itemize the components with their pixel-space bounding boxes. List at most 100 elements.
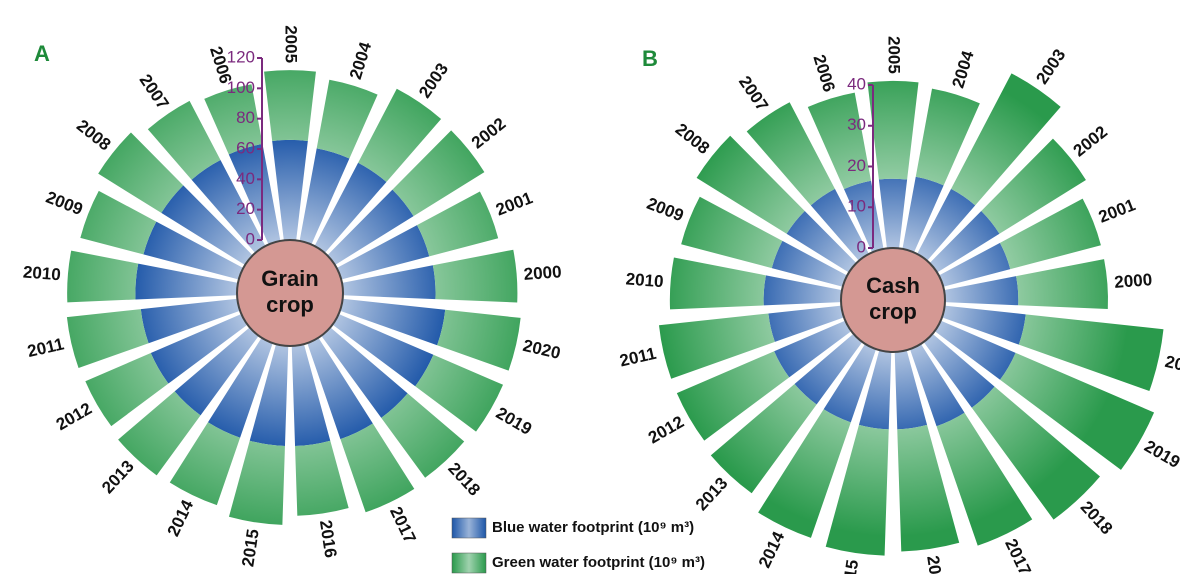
category-label: 2004 [346, 39, 375, 81]
category-label: 2002 [468, 114, 509, 152]
blue-bar [810, 188, 869, 261]
category-label: 2011 [618, 344, 658, 371]
blue-bar [272, 139, 308, 241]
green-bar [807, 92, 871, 190]
category-label: 2019 [493, 403, 535, 438]
category-label: 2017 [1001, 536, 1035, 574]
blue-bar [342, 265, 436, 300]
green-bar [98, 132, 184, 213]
category-label: 2013 [98, 457, 138, 498]
green-bar [676, 351, 790, 441]
category-label: 2000 [1114, 270, 1153, 292]
blue-bar [336, 225, 430, 280]
blue-bar [794, 333, 863, 405]
category-label: 2015 [838, 558, 862, 574]
category-label: 2009 [43, 188, 85, 220]
green-bar [85, 352, 169, 427]
blue-bar [291, 344, 331, 447]
green-bar [981, 138, 1086, 234]
y-tick-label: 40 [236, 169, 255, 188]
category-label: 2008 [672, 120, 713, 158]
category-label: 2007 [735, 73, 772, 115]
panel-label: B [642, 46, 658, 71]
y-tick-label: 100 [227, 78, 255, 97]
category-label: 2008 [73, 116, 114, 154]
green-bar [915, 88, 980, 186]
y-tick-label: 120 [227, 47, 255, 66]
panel-label: A [34, 41, 50, 66]
blue-bar [339, 298, 446, 346]
green-bar [658, 313, 775, 379]
blue-bar [332, 313, 434, 387]
green-bar [696, 135, 805, 234]
center-label: Grain [261, 266, 318, 291]
category-label: 2018 [1077, 497, 1117, 538]
green-bar [710, 383, 817, 494]
blue-bar [249, 344, 289, 447]
legend-swatch [451, 517, 487, 539]
green-bar [432, 249, 518, 303]
green-bar [340, 423, 415, 513]
blue-bar [763, 275, 842, 306]
blue-bar [321, 327, 408, 418]
blue-bar [143, 221, 244, 280]
green-bar [951, 73, 1061, 206]
green-bar [316, 79, 378, 159]
category-label: 2007 [136, 71, 173, 113]
green-bar [746, 102, 835, 206]
blue-bar [135, 263, 238, 300]
blue-bar [327, 189, 414, 266]
category-label: 2010 [625, 269, 664, 291]
green-bar [681, 196, 783, 269]
category-label: 2004 [948, 48, 977, 90]
legend-label: Green water footprint (10⁹ m³) [492, 554, 705, 571]
y-tick-label: 0 [857, 237, 866, 256]
category-label: 2005 [282, 25, 301, 63]
green-bar [169, 422, 241, 506]
center-label: crop [869, 299, 917, 324]
blue-bar [786, 210, 857, 273]
category-label: 2003 [1032, 46, 1069, 88]
blue-bar [823, 343, 877, 423]
category-label: 2020 [521, 336, 562, 363]
blue-bar [917, 188, 976, 261]
y-tick-label: 20 [236, 199, 255, 218]
green-bar [204, 84, 263, 155]
y-tick-label: 10 [847, 197, 866, 216]
green-bar [1016, 259, 1108, 310]
green-bar [758, 409, 851, 538]
category-label: 2006 [809, 52, 838, 94]
green-bar [66, 309, 149, 369]
green-bar [381, 393, 465, 478]
blue-bar [314, 162, 387, 253]
blue-bar [942, 305, 1026, 345]
green-bar [825, 424, 889, 556]
radial-chart: B 2005 2004 2003200220012000202020192018201… [618, 36, 1180, 574]
category-label: 2016 [316, 519, 340, 559]
category-label: 2013 [692, 474, 732, 515]
green-bar [295, 440, 349, 516]
category-label: 2000 [523, 262, 562, 284]
y-tick-label: 20 [847, 156, 866, 175]
green-bar [669, 257, 766, 310]
blue-bar [768, 305, 844, 342]
green-bar [897, 424, 960, 552]
category-label: 2014 [755, 528, 789, 571]
blue-bar [902, 176, 944, 253]
green-bar [264, 70, 316, 141]
blue-bar [774, 320, 852, 378]
radial-chart: A 2005 2004 2003200220012000202020192018201… [22, 25, 562, 568]
green-bar [147, 100, 221, 180]
green-bar [417, 191, 499, 257]
y-tick-label: 30 [847, 115, 866, 134]
green-bar [437, 309, 521, 371]
category-label: 2011 [26, 334, 66, 361]
blue-bar [307, 337, 373, 440]
y-tick-label: 80 [236, 108, 255, 127]
blue-bar [140, 298, 241, 344]
blue-bar [299, 148, 350, 245]
green-bar [67, 250, 139, 303]
category-label: 2001 [493, 188, 535, 220]
blue-bar [174, 327, 259, 416]
